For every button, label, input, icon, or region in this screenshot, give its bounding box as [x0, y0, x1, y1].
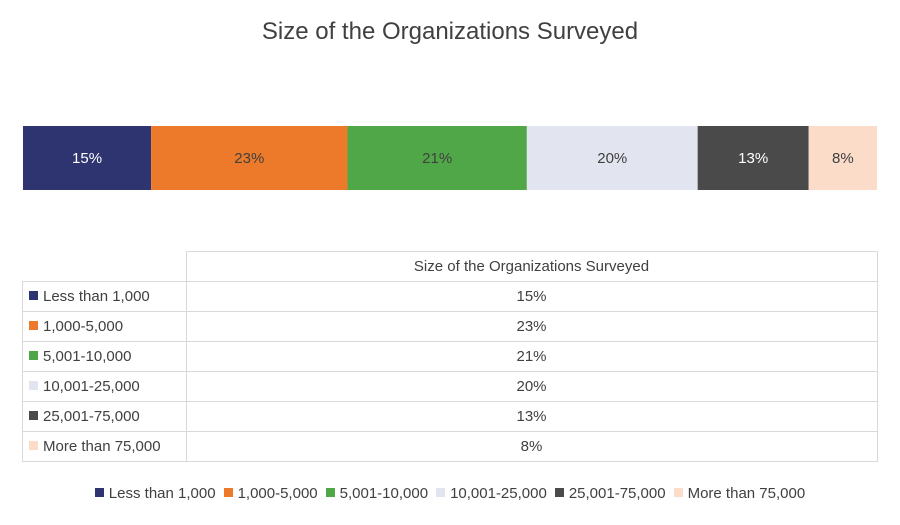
- table-category-cell: 25,001-75,000: [22, 401, 187, 432]
- legend-item: 10,001-25,000: [436, 485, 547, 502]
- table-category-cell: 10,001-25,000: [22, 371, 187, 402]
- table-category-label: 1,000-5,000: [43, 318, 124, 335]
- table-category-cell: 5,001-10,000: [22, 341, 187, 372]
- bar-segment: [23, 126, 152, 190]
- table-value-cell: 20%: [185, 371, 878, 402]
- table-category-label: 10,001-25,000: [43, 378, 140, 395]
- bar-segment: [526, 126, 698, 190]
- table-row: 1,000-5,000 23%: [22, 311, 878, 342]
- table-value-cell: 13%: [185, 401, 878, 432]
- legend-label: More than 75,000: [687, 485, 806, 502]
- table-row: 5,001-10,000 21%: [22, 341, 878, 372]
- table-value-cell: 15%: [185, 281, 878, 312]
- data-table: Size of the Organizations Surveyed Less …: [22, 251, 878, 462]
- legend-key-swatch: [29, 441, 38, 450]
- bar-segment: [808, 126, 877, 190]
- table-row: 10,001-25,000 20%: [22, 371, 878, 402]
- legend-key-swatch: [29, 351, 38, 360]
- legend-label: Less than 1,000: [108, 485, 216, 502]
- stacked-bar-chart: 15% 23% 21% 20% 13% 8%: [23, 126, 877, 190]
- data-table-corner: [22, 251, 187, 282]
- table-category-label: More than 75,000: [43, 438, 161, 455]
- legend-label: 25,001-75,000: [568, 485, 666, 502]
- legend-key-swatch: [29, 321, 38, 330]
- bar-segment: [347, 126, 527, 190]
- chart-title: Size of the Organizations Surveyed: [261, 18, 639, 45]
- legend-key-swatch: [29, 411, 38, 420]
- legend: Less than 1,000 1,000-5,000 5,001-10,000 10…: [0, 485, 900, 502]
- table-row: 25,001-75,000 13%: [22, 401, 878, 432]
- table-row: More than 75,000 8%: [22, 431, 878, 462]
- legend-swatch: [223, 488, 233, 497]
- legend-swatch: [554, 488, 564, 497]
- legend-item: 1,000-5,000: [223, 485, 318, 502]
- legend-label: 10,001-25,000: [450, 485, 547, 502]
- table-category-cell: More than 75,000: [22, 431, 187, 462]
- table-value-cell: 8%: [185, 431, 878, 462]
- data-table-header: Size of the Organizations Surveyed: [185, 251, 878, 282]
- table-category-cell: Less than 1,000: [22, 281, 187, 312]
- bar-segment: [697, 126, 809, 190]
- table-category-label: Less than 1,000: [43, 288, 150, 305]
- data-label: 8%: [832, 150, 854, 167]
- legend-item: More than 75,000: [673, 485, 806, 502]
- bar-segment: [151, 126, 348, 190]
- legend-item: 25,001-75,000: [554, 485, 666, 502]
- legend-label: 5,001-10,000: [339, 485, 429, 502]
- legend-swatch: [94, 488, 104, 497]
- data-label: 20%: [597, 150, 627, 167]
- legend-swatch: [673, 488, 683, 497]
- legend-item: 5,001-10,000: [325, 485, 429, 502]
- legend-key-swatch: [29, 381, 38, 390]
- table-value-cell: 21%: [185, 341, 878, 372]
- legend-label: 1,000-5,000: [237, 485, 318, 502]
- data-label: 21%: [422, 150, 452, 167]
- table-category-cell: 1,000-5,000: [22, 311, 187, 342]
- legend-swatch: [325, 488, 335, 497]
- data-label: 23%: [234, 150, 264, 167]
- data-label: 15%: [72, 150, 102, 167]
- table-row: Less than 1,000 15%: [22, 281, 878, 312]
- legend-swatch: [436, 488, 446, 497]
- data-label: 13%: [738, 150, 768, 167]
- table-category-label: 25,001-75,000: [43, 408, 140, 425]
- legend-key-swatch: [29, 291, 38, 300]
- table-value-cell: 23%: [185, 311, 878, 342]
- legend-item: Less than 1,000: [94, 485, 216, 502]
- table-category-label: 5,001-10,000: [43, 348, 132, 365]
